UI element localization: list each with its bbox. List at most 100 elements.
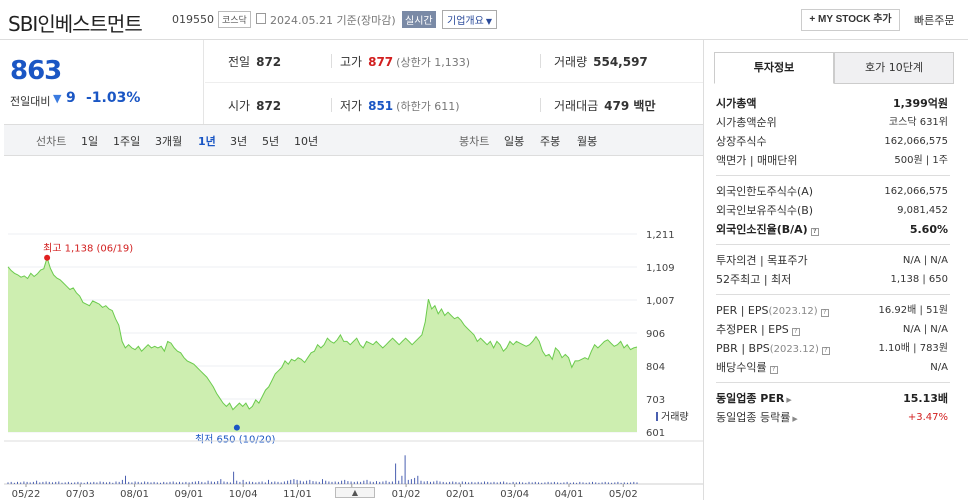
info-row: 52주최고 | 최저 1,138 | 650 — [716, 270, 950, 289]
period-10y[interactable]: 10년 — [294, 135, 319, 148]
info-row-label-text: 동일업종 PER — [716, 392, 785, 405]
company-name: SBI인베스트먼트 — [8, 12, 143, 36]
x-tick-label: 04/01 — [555, 489, 584, 498]
tab-investment-info[interactable]: 투자정보 — [714, 52, 834, 84]
company-info-label: 기업개요 — [447, 16, 484, 27]
period-1y[interactable]: 1년 — [198, 135, 216, 148]
x-tick-label: 08/01 — [120, 489, 149, 498]
help-icon[interactable]: ? — [810, 228, 819, 236]
x-tick-label: 05/02 — [609, 489, 638, 498]
info-row: 시가총액순위 코스닥 631위 — [716, 113, 950, 132]
info-row-value: 500원 | 1주 — [894, 155, 948, 166]
info-row-value: 1,138 | 650 — [890, 274, 948, 285]
info-row: 외국인한도주식수(A) 162,066,575 — [716, 182, 950, 201]
volume-legend-swatch — [656, 412, 658, 421]
info-row-label: PBR | BPS(2023.12)? — [716, 339, 830, 359]
diff-rate: -1.03% — [86, 90, 141, 106]
candle-weekly[interactable]: 주봉 — [540, 135, 561, 148]
candle-monthly[interactable]: 월봉 — [577, 135, 598, 148]
info-row-label: 외국인보유주식수(B) — [716, 201, 813, 220]
info-row: 시가총액 1,399억원 — [716, 94, 950, 113]
info-row: 동일업종 PER ▶ 15.13배 — [716, 389, 950, 408]
help-icon[interactable]: ? — [791, 328, 800, 336]
period-3m[interactable]: 3개월 — [155, 135, 183, 148]
candle-daily[interactable]: 일봉 — [504, 135, 525, 148]
info-row-label: 외국인소진율(B/A)? — [716, 220, 819, 239]
divider — [331, 98, 332, 112]
help-icon[interactable]: ? — [820, 309, 829, 317]
info-row-label-text: 액면가 | 매매단위 — [716, 154, 798, 167]
x-tick-label: 11/01 — [283, 489, 312, 498]
tab-order-book[interactable]: 호가 10단계 — [834, 52, 954, 84]
line-chart-label[interactable]: 선차트 — [36, 135, 67, 148]
period-5y[interactable]: 5년 — [262, 135, 280, 148]
divider — [331, 54, 332, 68]
period-1d[interactable]: 1일 — [81, 135, 99, 148]
candle-chart-label[interactable]: 봉차트 — [459, 135, 490, 148]
y-tick-label: 906 — [646, 329, 665, 340]
calendar-icon — [256, 13, 266, 24]
y-tick-label: 703 — [646, 395, 665, 406]
info-row-label: PER | EPS(2023.12)? — [716, 301, 829, 321]
collapse-chart-button[interactable]: ▲ — [335, 487, 375, 498]
info-row-label-text: 외국인소진율(B/A) — [716, 223, 808, 236]
period-3y[interactable]: 3년 — [230, 135, 248, 148]
info-row-value: 5.60% — [909, 223, 948, 236]
company-info-dropdown[interactable]: 기업개요 ▼ — [442, 10, 497, 29]
info-row-label-text: 배당수익률 — [716, 361, 767, 374]
x-tick-label: 02/01 — [446, 489, 475, 498]
info-row-label-text: 동일업종 등락률 — [716, 411, 791, 424]
info-row-label-text: PER | EPS — [716, 304, 769, 317]
info-row-label-text: 시가총액 — [716, 97, 757, 110]
low-marker — [233, 424, 240, 431]
info-row-value: 9,081,452 — [897, 205, 948, 216]
divider — [716, 382, 950, 383]
chevron-right-icon[interactable]: ▶ — [786, 396, 792, 404]
x-tick-label: 10/04 — [229, 489, 258, 498]
info-row-label: 상장주식수 — [716, 132, 767, 151]
stat-high: 고가 877 (상한가 1,133) — [340, 55, 471, 69]
stat-amount: 거래대금 479 백만 — [554, 99, 656, 113]
info-row: PER | EPS(2023.12)? 16.92배 | 51원 — [716, 301, 950, 320]
y-tick-label: 804 — [646, 362, 665, 373]
info-row-value: 코스닥 631위 — [888, 117, 948, 128]
stock-code: 019550 — [172, 13, 214, 26]
chart-period-bar: 선차트 1일 1주일 3개월 1년 3년 5년 10년 봉차트 일봉 주봉 월봉 — [4, 124, 703, 156]
chevron-right-icon[interactable]: ▶ — [792, 415, 798, 423]
y-tick-label: 1,109 — [646, 263, 675, 274]
info-row-value: N/A — [930, 362, 948, 373]
help-icon[interactable]: ? — [821, 347, 830, 355]
divider — [716, 175, 950, 176]
market-badge: 코스닥 — [218, 11, 251, 28]
info-row-value: 162,066,575 — [884, 186, 948, 197]
divider — [540, 98, 541, 112]
info-row-date: (2023.12) — [769, 344, 819, 355]
price-chart[interactable]: 1,211 1,109 1,007 906 804 703 601 최고 1,138 (06/… — [4, 158, 703, 498]
info-row-label-text: 시가총액순위 — [716, 116, 777, 129]
y-tick-label: 1,211 — [646, 230, 675, 241]
price-line — [7, 255, 638, 411]
info-row-label: 동일업종 등락률 ▶ — [716, 408, 798, 429]
stat-open: 시가 872 — [228, 99, 282, 113]
info-row-date: (2023.12) — [768, 306, 818, 317]
info-row: PBR | BPS(2023.12)? 1.10배 | 783원 — [716, 339, 950, 358]
realtime-button[interactable]: 실시간 — [402, 11, 436, 28]
y-tick-label: 1,007 — [646, 296, 675, 307]
info-row-value: 15.13배 — [903, 392, 948, 405]
info-row-label: 추정PER | EPS? — [716, 320, 800, 339]
x-tick-label: 05/22 — [12, 489, 41, 498]
diff-label: 전일대비 — [10, 95, 51, 108]
help-icon[interactable]: ? — [769, 366, 778, 374]
info-row-value: 162,066,575 — [884, 136, 948, 147]
period-1w[interactable]: 1주일 — [113, 135, 141, 148]
current-price-box: 863 전일대비 ▼ 9 -1.03% — [4, 40, 204, 124]
info-row-value: 1,399억원 — [892, 97, 948, 110]
add-mystock-button[interactable]: + MY STOCK 추가 — [801, 9, 900, 31]
info-row: 액면가 | 매매단위 500원 | 1주 — [716, 151, 950, 170]
high-label: 최고 1,138 (06/19) — [43, 243, 133, 255]
info-row-label-text: 52주최고 | 최저 — [716, 273, 792, 286]
quick-order-link[interactable]: 빠른주문 — [914, 14, 955, 27]
info-row-label: 액면가 | 매매단위 — [716, 151, 798, 170]
info-row: 배당수익률? N/A — [716, 358, 950, 377]
